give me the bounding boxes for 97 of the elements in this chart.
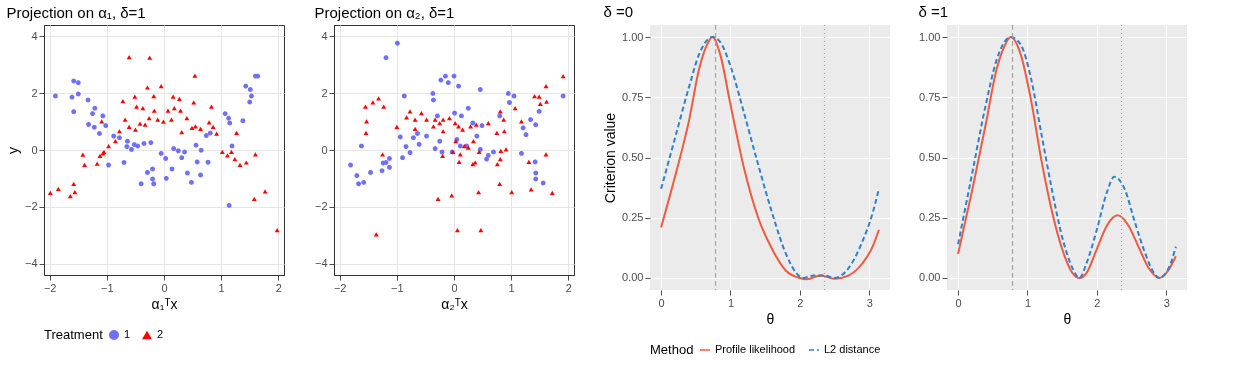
y-tick-label: 4 bbox=[31, 29, 38, 42]
point bbox=[179, 155, 185, 161]
legend-label: 2 bbox=[157, 328, 164, 340]
x-tick-label: 2 bbox=[275, 281, 282, 294]
y-tick-label: 0 bbox=[31, 143, 38, 156]
y-tick-label: 0.00 bbox=[622, 271, 644, 284]
y-axis-title: y bbox=[4, 147, 21, 154]
x-tick-label: 2 bbox=[565, 281, 572, 294]
legend-title: Treatment bbox=[44, 327, 104, 342]
chart-title: δ =0 bbox=[603, 3, 634, 21]
y-tick-label: −2 bbox=[314, 200, 328, 213]
x-tick-label: −1 bbox=[391, 281, 404, 294]
point bbox=[163, 175, 169, 181]
point bbox=[243, 83, 249, 89]
point bbox=[124, 138, 130, 144]
x-tick-label: −1 bbox=[101, 281, 114, 294]
point bbox=[111, 133, 117, 139]
y-tick-label: 4 bbox=[321, 29, 328, 42]
x-tick-label: 1 bbox=[508, 281, 515, 294]
chart-title: δ =1 bbox=[918, 3, 949, 21]
point bbox=[247, 99, 253, 105]
point bbox=[222, 111, 228, 117]
y-tick-label: 0.25 bbox=[622, 211, 644, 224]
point bbox=[203, 133, 209, 138]
point bbox=[100, 113, 106, 119]
y-tick-label: 0.00 bbox=[919, 271, 941, 284]
point bbox=[226, 115, 232, 121]
chart-title: Projection on α₂, δ=1 bbox=[314, 4, 455, 21]
point bbox=[171, 146, 177, 152]
line-series bbox=[957, 36, 1177, 279]
point bbox=[227, 120, 233, 126]
legend-label: 1 bbox=[124, 328, 131, 340]
point bbox=[207, 130, 213, 136]
point bbox=[240, 118, 246, 124]
x-axis-title: α₂ᵀx bbox=[441, 295, 468, 312]
point bbox=[175, 148, 181, 154]
y-tick-label: 0.50 bbox=[919, 151, 941, 163]
x-tick-label: −2 bbox=[333, 281, 347, 294]
point bbox=[75, 80, 81, 86]
point bbox=[188, 179, 194, 185]
point bbox=[86, 121, 92, 127]
point bbox=[205, 159, 211, 165]
x-tick-label: 0 bbox=[451, 281, 458, 294]
x-axis-title: α₁ᵀx bbox=[151, 295, 178, 312]
x-tick-label: 1 bbox=[1024, 296, 1032, 309]
x-tick-label: 3 bbox=[1163, 296, 1170, 309]
x-tick-label: 2 bbox=[1094, 296, 1101, 309]
point bbox=[90, 111, 96, 117]
point bbox=[247, 87, 253, 92]
y-tick-label: 0.25 bbox=[919, 211, 941, 224]
point bbox=[116, 135, 122, 141]
point bbox=[193, 142, 199, 148]
point bbox=[124, 144, 130, 150]
x-tick-label: 0 bbox=[658, 296, 665, 309]
y-tick-label: 0.75 bbox=[622, 90, 644, 103]
point bbox=[148, 140, 154, 146]
point bbox=[128, 146, 134, 152]
x-tick-label: 1 bbox=[218, 281, 225, 294]
point bbox=[198, 147, 204, 153]
point bbox=[226, 202, 232, 208]
point bbox=[75, 91, 81, 97]
y-tick-label: −4 bbox=[314, 257, 328, 270]
point bbox=[158, 150, 164, 156]
x-tick-label: 0 bbox=[955, 296, 962, 309]
point bbox=[135, 143, 141, 149]
y-tick-label: 0 bbox=[321, 143, 328, 156]
x-tick-label: 2 bbox=[797, 296, 804, 309]
y-tick-label: 2 bbox=[321, 86, 328, 99]
y-tick-label: 0.75 bbox=[919, 90, 941, 103]
point bbox=[71, 109, 77, 115]
point bbox=[151, 181, 157, 187]
point bbox=[103, 123, 109, 129]
point bbox=[71, 78, 77, 84]
point bbox=[69, 94, 75, 100]
x-axis-title: θ bbox=[1063, 310, 1072, 327]
point bbox=[144, 169, 150, 175]
chart-title: Projection on α₁, δ=1 bbox=[6, 4, 146, 21]
y-axis-title: Criterion value bbox=[602, 112, 619, 204]
point bbox=[138, 181, 144, 187]
legend-title: Method bbox=[650, 342, 694, 357]
x-tick-label: 1 bbox=[727, 296, 735, 309]
point bbox=[92, 105, 98, 111]
x-tick-label: 0 bbox=[161, 281, 168, 294]
point bbox=[91, 124, 97, 130]
legend-label: L2 distance bbox=[824, 343, 881, 355]
y-tick-label: 1.00 bbox=[919, 30, 941, 43]
y-tick-label: −2 bbox=[24, 200, 38, 213]
x-axis-title: θ bbox=[766, 310, 775, 327]
y-tick-label: 1.00 bbox=[622, 30, 644, 43]
y-tick-label: −4 bbox=[24, 257, 38, 270]
legend-label: Profile likelihood bbox=[715, 343, 796, 355]
y-tick-label: 2 bbox=[31, 86, 38, 99]
x-tick-label: 3 bbox=[866, 296, 873, 309]
x-tick-label: −2 bbox=[43, 281, 57, 294]
point bbox=[163, 156, 169, 161]
point bbox=[96, 131, 102, 136]
y-tick-label: 0.50 bbox=[622, 151, 644, 163]
